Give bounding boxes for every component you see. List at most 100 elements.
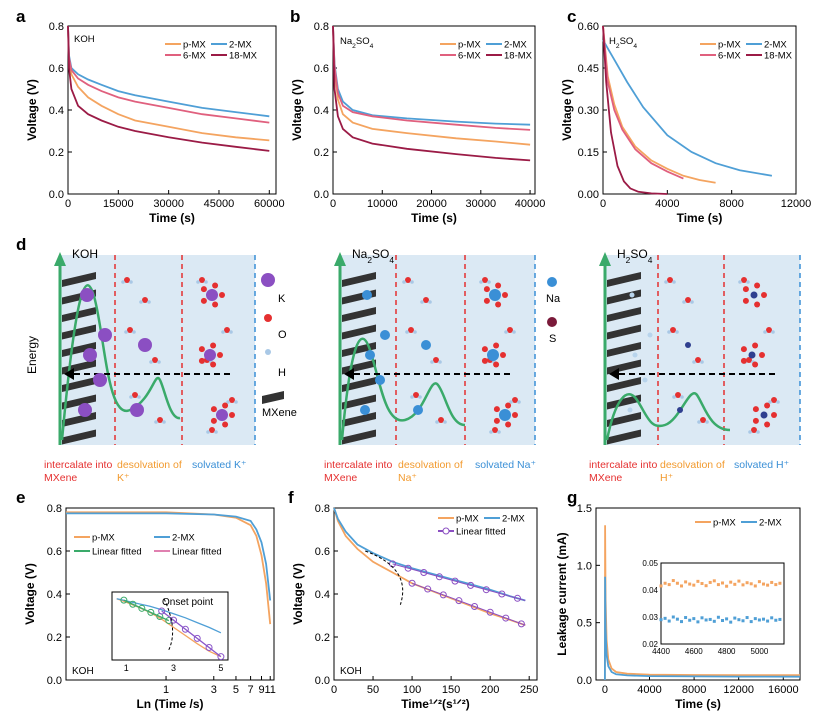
energy-axis-arrow [54, 252, 66, 266]
solvated-ion [760, 411, 768, 419]
mxene-layer [62, 377, 96, 392]
water-hydrogen [149, 360, 153, 364]
x-tick-label: 0 [330, 198, 336, 210]
solvation-oxygen [764, 421, 771, 428]
panel-letter-c: c [567, 7, 576, 26]
y-tick-label: 1.0 [577, 560, 592, 572]
inset-point [716, 615, 720, 619]
schematic-legend-2: Na S [546, 277, 561, 345]
desolvating-ion [130, 403, 144, 417]
inset-point [700, 582, 704, 586]
energy-axis-label: Energy [25, 336, 39, 374]
x-tick-label: 45000 [204, 198, 235, 210]
inset-onset: Onset point 1 3 5 [111, 591, 229, 673]
water-oxygen [675, 392, 681, 398]
legend-o-dot [264, 314, 272, 322]
inset-point [737, 618, 741, 622]
mxene-layer [607, 394, 641, 410]
inset-line [161, 610, 222, 658]
water-hydrogen [139, 300, 143, 304]
water-hydrogen [705, 420, 709, 424]
chart-f: 0 50 100 150 200 250 0.0 0.2 0.4 0.6 0.8 Time¹ᐟ²(s¹… [291, 503, 538, 711]
inset-point [774, 618, 778, 622]
series-line-2-MX [602, 39, 773, 177]
water-hydrogen [746, 280, 750, 284]
y-tick-label: 0.4 [315, 589, 330, 601]
solvation-oxygen [481, 346, 488, 353]
legend-label: 18-MX [764, 51, 793, 62]
caption-intercalate-2: MXene [324, 472, 357, 484]
legend-label: 2-MX [229, 40, 252, 51]
migration-arrow-head [609, 368, 619, 380]
water-hydrogen [700, 360, 704, 364]
y-tick-label: 0.30 [578, 105, 599, 117]
migration-arrow-head [64, 368, 74, 380]
caption-intercalate-2: MXene [589, 472, 622, 484]
panel-letter-g: g [567, 488, 577, 507]
solvation-oxygen [500, 352, 506, 358]
water-hydrogen [157, 360, 161, 364]
inset-point [712, 579, 716, 583]
water-hydrogen [509, 400, 513, 404]
inset-point [749, 582, 753, 586]
solvation-oxygen [212, 301, 219, 308]
legend-s-label: S [549, 333, 556, 345]
y-tick-label: 0.8 [47, 503, 62, 515]
solvation-oxygen [219, 292, 225, 298]
y-tick-label: 0.00 [578, 189, 599, 201]
y-axis-label: Voltage (V) [23, 563, 37, 625]
inset-point [741, 619, 745, 623]
water-oxygen [482, 277, 488, 283]
series-line-2-MX [333, 507, 526, 602]
legend-label: 6-MX [458, 51, 481, 62]
inset-y-tick-label: 0.02 [642, 640, 658, 649]
caption-solvated: solvated K⁺ [192, 459, 247, 471]
water-hydrogen [129, 280, 133, 284]
desolvating-ion [685, 342, 691, 348]
legend-label: 2-MX [502, 514, 525, 525]
solvation-oxygen [222, 402, 229, 409]
solvation-oxygen [512, 412, 518, 418]
caption-intercalate: intercalate into [44, 459, 112, 471]
legend-na-dot [547, 277, 557, 287]
x-axis-label: Time¹ᐟ²(s¹ᐟ²) [401, 697, 470, 711]
fit-marker [408, 579, 416, 587]
water-oxygen [507, 327, 513, 333]
inset-point [774, 583, 778, 587]
x-tick-label: 3 [211, 684, 217, 696]
mxene-layer [342, 307, 376, 322]
legend-label: 18-MX [504, 51, 533, 62]
y-tick-label: 0.15 [578, 147, 599, 159]
legend-mxene-label: MXene [262, 407, 297, 419]
y-tick-label: 0.8 [315, 503, 330, 515]
inset-point [766, 583, 770, 587]
solvation-oxygen [754, 301, 761, 308]
inset-point [757, 580, 761, 584]
inset-point [708, 617, 712, 621]
mxene-layer [62, 307, 96, 322]
solvation-oxygen [754, 282, 761, 289]
mxene-layer [342, 412, 376, 427]
inset-point [684, 616, 688, 620]
y-tick-label: 0.45 [578, 63, 599, 75]
legend-h-label: H [278, 367, 286, 379]
water-oxygen [229, 397, 235, 403]
x-tick-label: 200 [481, 684, 499, 696]
caption-desolvation-2: K⁺ [117, 472, 130, 484]
solvated-ion [489, 289, 501, 301]
x-tick-label: 8000 [719, 198, 743, 210]
legend-label: 6-MX [183, 51, 206, 62]
schematic-legend-1: K O H MXene [261, 273, 297, 419]
inset-marker [170, 616, 178, 624]
water-oxygen [766, 327, 772, 333]
inset-x-tick-label: 1 [124, 663, 129, 673]
inset-point [749, 620, 753, 624]
legend-label: p-MX [183, 40, 206, 51]
solvation-oxygen [493, 417, 500, 424]
fit-marker [517, 620, 525, 628]
water-oxygen [423, 297, 429, 303]
y-tick-label: 0.6 [315, 546, 330, 558]
caption-desolvation: desolvation of [398, 459, 463, 471]
